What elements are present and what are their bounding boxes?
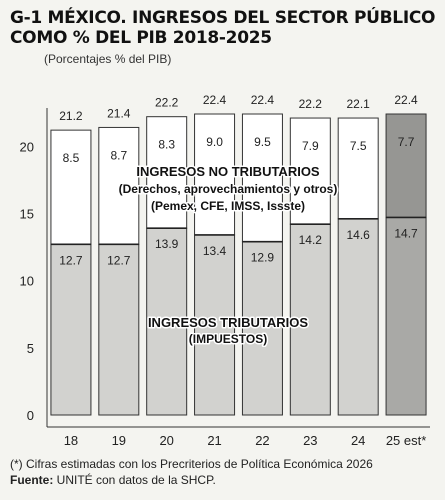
bar-tributarios <box>98 243 140 416</box>
y-tick-label: 5 <box>27 341 34 356</box>
bar-tributarios <box>289 223 331 416</box>
data-label-no-tributarios: 7.9 <box>302 139 319 153</box>
x-tick-label: 20 <box>159 433 173 448</box>
data-label-no-tributarios: 8.5 <box>63 151 80 165</box>
bar-no-tributarios <box>241 113 283 243</box>
bar-tributarios <box>385 216 427 416</box>
bar-no-tributarios <box>146 116 188 229</box>
footnote-source: Fuente: UNITÉ con datos de la SHCP. <box>10 472 442 488</box>
data-label-tributarios: 12.9 <box>251 251 275 265</box>
chart-title-line-1: G-1 MÉXICO. INGRESOS DEL SECTOR PÚBLICO <box>10 8 436 28</box>
data-label-total: 22.4 <box>203 93 227 107</box>
y-tick-label: 15 <box>20 206 34 221</box>
data-label-total: 22.1 <box>347 97 371 111</box>
bar-tributarios <box>146 227 188 416</box>
x-tick-label: 25 est* <box>386 433 426 448</box>
bar-tributarios <box>194 234 236 416</box>
chart-title: G-1 MÉXICO. INGRESOS DEL SECTOR PÚBLICO … <box>10 8 440 48</box>
bar-no-tributarios <box>385 113 427 218</box>
data-label-tributarios: 12.7 <box>59 253 83 267</box>
x-tick-label: 21 <box>207 433 221 448</box>
data-label-total: 21.4 <box>107 106 131 120</box>
data-label-no-tributarios: 8.3 <box>158 138 175 152</box>
data-label-total: 22.4 <box>394 93 418 107</box>
bar-no-tributarios <box>50 129 92 245</box>
footnote: (*) Cifras estimadas con los Precriterio… <box>10 456 442 488</box>
x-tick-label: 22 <box>255 433 269 448</box>
data-label-total: 22.4 <box>251 93 275 107</box>
footnote-note: (*) Cifras estimadas con los Precriterio… <box>10 457 373 471</box>
bar-no-tributarios <box>194 113 236 236</box>
y-tick-label: 0 <box>27 408 34 423</box>
bar-tributarios <box>50 243 92 416</box>
series-label-no-tributarios: INGRESOS NO TRIBUTARIOS <box>136 164 320 179</box>
data-label-no-tributarios: 9.5 <box>254 135 271 149</box>
source-label: Fuente: <box>10 473 54 487</box>
chart-title-line-2: COMO % DEL PIB 2018-2025 <box>10 28 272 48</box>
chart-subtitle: (Porcentajes % del PIB) <box>44 52 172 66</box>
series-label-tributarios: (IMPUESTOS) <box>189 332 267 346</box>
bar-no-tributarios <box>337 117 379 220</box>
bar-tributarios <box>337 218 379 416</box>
series-label-tributarios: INGRESOS TRIBUTARIOS <box>148 315 308 330</box>
bar-tributarios <box>241 241 283 416</box>
data-label-total: 21.2 <box>59 109 83 123</box>
series-label-no-tributarios: (Pemex, CFE, IMSS, Issste) <box>151 199 305 213</box>
x-tick-label: 18 <box>64 433 78 448</box>
source-text: UNITÉ con datos de la SHCP. <box>53 473 216 487</box>
data-label-no-tributarios: 7.7 <box>398 135 415 149</box>
series-label-no-tributarios: (Derechos, aprovechamientos y otros) <box>119 182 338 196</box>
x-tick-label: 19 <box>112 433 126 448</box>
data-label-tributarios: 13.9 <box>155 237 179 251</box>
data-label-tributarios: 14.2 <box>299 233 323 247</box>
y-tick-label: 10 <box>20 274 34 289</box>
bar-no-tributarios <box>289 117 331 225</box>
data-label-no-tributarios: 9.0 <box>206 135 223 149</box>
x-tick-label: 24 <box>351 433 365 448</box>
data-label-no-tributarios: 8.7 <box>110 148 127 162</box>
data-label-total: 22.2 <box>155 96 179 110</box>
x-tick-label: 23 <box>303 433 317 448</box>
data-label-tributarios: 14.6 <box>347 228 371 242</box>
data-label-no-tributarios: 7.5 <box>350 139 367 153</box>
data-label-total: 22.2 <box>299 97 323 111</box>
data-label-tributarios: 12.7 <box>107 253 131 267</box>
y-tick-label: 20 <box>20 139 34 154</box>
data-label-tributarios: 13.4 <box>203 244 227 258</box>
data-label-tributarios: 14.7 <box>394 226 418 240</box>
